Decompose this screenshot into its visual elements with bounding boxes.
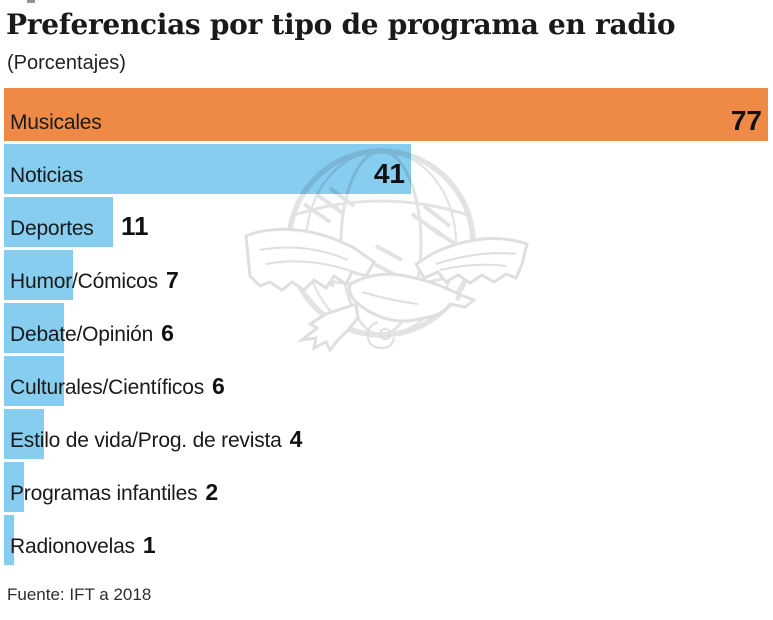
bar-value: 4: [289, 426, 303, 452]
bar-row: Debate/Opinión 6: [4, 303, 773, 353]
bar-segment: [4, 303, 64, 353]
bar-value: 7: [165, 267, 179, 293]
bar-row: Programas infantiles 2: [4, 462, 773, 512]
screenshot-artifact: [27, 0, 35, 3]
bar-row: Culturales/Científicos 6: [4, 356, 773, 406]
bar-value: 2: [205, 479, 219, 505]
chart-subtitle: (Porcentajes): [7, 52, 126, 74]
bar-label: Debate/Opinión: [10, 323, 154, 346]
bar-value: 11: [121, 211, 149, 241]
bar-label: Radionovelas: [10, 535, 135, 558]
bar-label: Musicales: [10, 111, 102, 134]
source-note: Fuente: IFT a 2018: [7, 585, 152, 604]
bar-label: Culturales/Científicos: [10, 376, 205, 399]
bar-label: Estilo de vida/Prog. de revista: [10, 429, 282, 452]
bar-label: Humor/Cómicos: [10, 270, 158, 293]
bar-value: 6: [161, 320, 174, 346]
chart-title: Preferencias por tipo de programa en rad…: [6, 8, 676, 41]
bar-segment: [4, 144, 411, 194]
bar-value: 77: [730, 105, 762, 136]
bar-row: Noticias 41: [4, 144, 773, 194]
eagle-over-globe-watermark-icon: [244, 148, 529, 353]
bar-segment: [4, 250, 73, 300]
bar-row: Humor/Cómicos 7: [4, 250, 773, 300]
bar-segment: [4, 356, 64, 406]
bar-label: Programas infantiles: [10, 482, 198, 505]
bar-chart: Musicales 77 Noticias 4 1 Deportes 11 Humor/Cóm…: [4, 88, 769, 568]
bar-row: Musicales 77: [4, 88, 773, 141]
bar-row: Deportes 11: [4, 197, 773, 247]
bar-segment: [4, 197, 113, 247]
bar-segment: [4, 515, 14, 565]
bar-segment: [4, 409, 44, 459]
bar-segment: [4, 462, 24, 512]
bar-label: Deportes: [10, 217, 94, 240]
bar-segment: [4, 88, 768, 141]
bar-row: Radionovelas 1: [4, 515, 773, 565]
bar-value: 1: [142, 532, 156, 558]
bar-value: 6: [212, 373, 225, 399]
bar-row: Estilo de vida/Prog. de revista 4: [4, 409, 773, 459]
bar-label: Noticias: [10, 164, 84, 187]
